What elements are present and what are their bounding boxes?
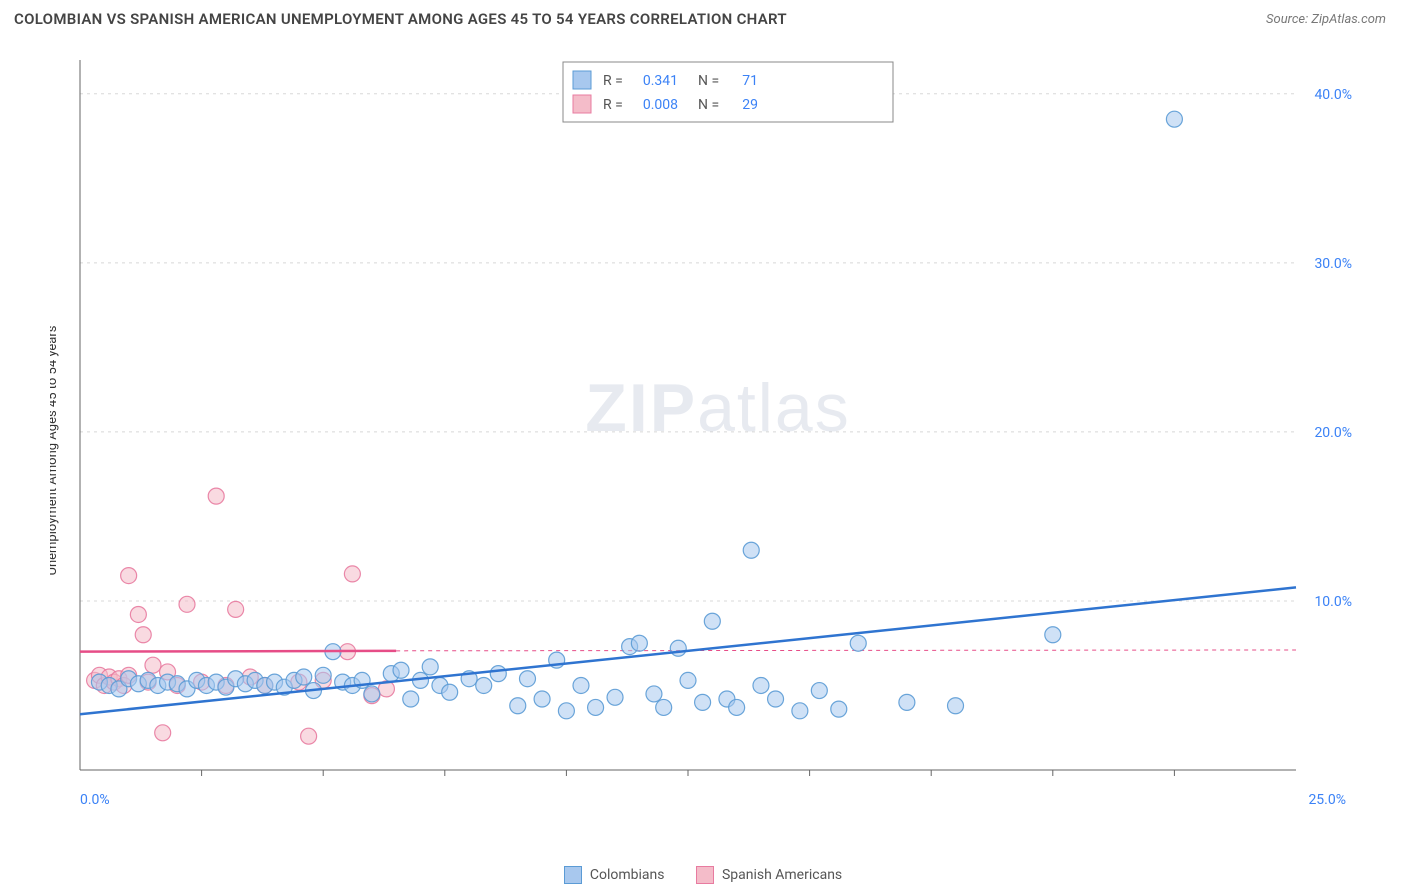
svg-text:20.0%: 20.0% [1314, 425, 1352, 441]
scatter-chart: 10.0% 20.0% 30.0% 40.0% 0.0% 25.0% Unemploymen… [50, 40, 1386, 840]
chart-area: 10.0% 20.0% 30.0% 40.0% 0.0% 25.0% Unemploymen… [50, 40, 1386, 840]
svg-text:30.0%: 30.0% [1314, 256, 1352, 272]
svg-text:R =: R = [603, 73, 623, 89]
legend-label: Colombians [590, 867, 665, 883]
source-label: Source: ZipAtlas.com [1266, 12, 1386, 27]
svg-text:0.0%: 0.0% [80, 792, 110, 808]
svg-text:Unemployment Among Ages 45 to: Unemployment Among Ages 45 to 54 years [50, 325, 60, 575]
legend-swatch-icon [696, 866, 714, 884]
svg-text:N =: N = [698, 73, 719, 89]
chart-title: COLOMBIAN VS SPANISH AMERICAN UNEMPLOYME… [14, 10, 787, 28]
legend-item-spanish: Spanish Americans [696, 866, 842, 884]
legend-label: Spanish Americans [722, 867, 842, 883]
bottom-legend: Colombians Spanish Americans [0, 866, 1406, 888]
svg-text:N =: N = [698, 97, 719, 113]
svg-text:10.0%: 10.0% [1314, 594, 1352, 610]
svg-text:71: 71 [742, 73, 758, 89]
svg-text:40.0%: 40.0% [1314, 87, 1352, 103]
legend-item-colombians: Colombians [564, 866, 665, 884]
svg-text:0.008: 0.008 [643, 97, 678, 113]
legend-swatch-icon [564, 866, 582, 884]
svg-text:25.0%: 25.0% [1308, 792, 1346, 808]
svg-text:0.341: 0.341 [643, 73, 678, 89]
svg-text:29: 29 [742, 97, 758, 113]
svg-text:R =: R = [603, 97, 623, 113]
